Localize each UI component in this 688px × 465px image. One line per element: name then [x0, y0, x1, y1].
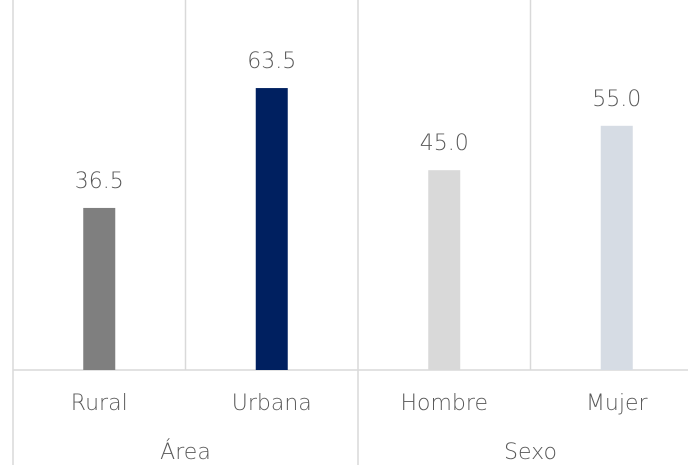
x-tick-label: Mujer: [586, 391, 649, 416]
data-label: 45.0: [420, 131, 469, 156]
x-tick-label: Urbana: [232, 391, 312, 416]
group-label: Sexo: [504, 440, 557, 465]
bar: [255, 88, 288, 370]
data-label: 36.5: [75, 169, 124, 194]
group-label: Área: [160, 439, 211, 465]
bar: [600, 125, 633, 370]
data-label: 55.0: [592, 87, 641, 112]
data-label: 63.5: [247, 49, 296, 74]
x-tick-label: Rural: [71, 391, 128, 416]
bar: [83, 207, 116, 370]
x-tick-label: Hombre: [401, 391, 489, 416]
bar: [428, 170, 461, 370]
